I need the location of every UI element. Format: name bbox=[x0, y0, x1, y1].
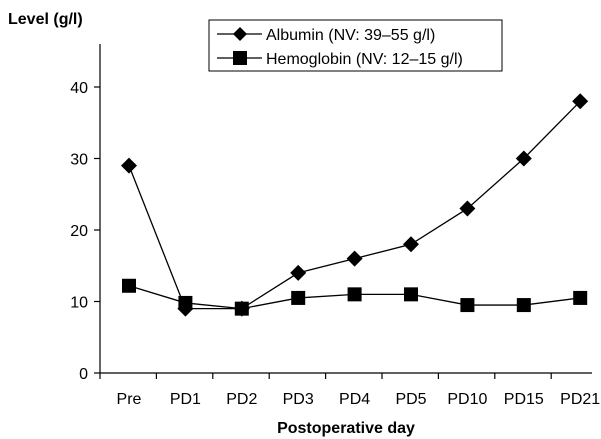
y-tick-label: 30 bbox=[70, 152, 88, 169]
data-point-hemoglobin bbox=[460, 298, 475, 313]
data-point-albumin bbox=[290, 264, 307, 281]
x-tick-label: PD4 bbox=[339, 391, 370, 408]
legend-box bbox=[208, 19, 503, 72]
data-point-hemoglobin bbox=[347, 287, 362, 302]
data-point-hemoglobin bbox=[291, 290, 306, 305]
data-point-albumin bbox=[572, 93, 589, 110]
data-point-hemoglobin bbox=[234, 301, 249, 316]
x-tick-label: PD2 bbox=[226, 391, 257, 408]
data-point-hemoglobin bbox=[404, 287, 418, 302]
x-ticks: Pre PD1 PD2 PD3 PD4 PD5 PD10 PD15 PD21 bbox=[99, 373, 600, 408]
x-tick-label: PD3 bbox=[283, 391, 314, 408]
legend-label-hemoglobin: Hemoglobin (NV: 12–15 g/l) bbox=[266, 51, 463, 68]
legend-marker-hemoglobin bbox=[233, 51, 247, 65]
x-tick-label: PD15 bbox=[504, 391, 544, 408]
series-layer bbox=[121, 93, 589, 317]
x-tick-label: PD5 bbox=[395, 391, 426, 408]
data-point-albumin bbox=[403, 236, 419, 253]
y-tick-label: 40 bbox=[70, 80, 88, 97]
y-tick-label: 20 bbox=[70, 223, 88, 240]
x-tick-label: PD1 bbox=[170, 391, 201, 408]
x-tick-label: PD21 bbox=[560, 391, 600, 408]
series-line-albumin bbox=[128, 100, 581, 310]
data-point-albumin bbox=[459, 200, 476, 217]
data-point-albumin bbox=[346, 250, 363, 267]
y-tick-label: 0 bbox=[79, 366, 88, 383]
y-ticks: 0 10 20 30 40 bbox=[70, 80, 100, 383]
x-tick-label: PD10 bbox=[447, 391, 487, 408]
legend-label-albumin: Albumin (NV: 39–55 g/l) bbox=[266, 27, 435, 44]
y-axis-title: Level (g/l) bbox=[8, 11, 83, 28]
legend-marker-albumin bbox=[233, 27, 247, 41]
legend: Albumin (NV: 39–55 g/l) Hemoglobin (NV: … bbox=[208, 19, 503, 72]
data-point-hemoglobin bbox=[573, 290, 588, 305]
data-point-hemoglobin bbox=[516, 298, 531, 313]
data-point-hemoglobin bbox=[178, 295, 193, 310]
x-tick-label: Pre bbox=[117, 391, 142, 408]
data-point-hemoglobin bbox=[122, 278, 136, 293]
y-tick-label: 10 bbox=[70, 295, 88, 312]
data-point-albumin bbox=[121, 157, 137, 174]
x-axis-title: Postoperative day bbox=[277, 420, 415, 437]
data-point-albumin bbox=[515, 150, 532, 167]
